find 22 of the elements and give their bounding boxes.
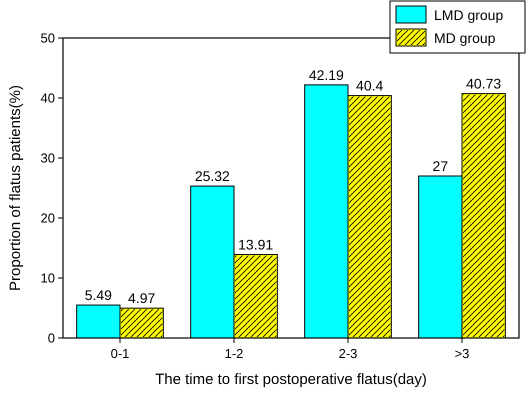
x-axis-title: The time to first postoperative flatus(day) <box>155 371 427 388</box>
data-label: 4.97 <box>128 290 156 306</box>
data-label: 27 <box>432 158 448 174</box>
y-tick-label: 10 <box>40 270 55 286</box>
legend-label: MD group <box>434 30 496 46</box>
data-label: 42.19 <box>308 66 344 83</box>
data-label: 25.32 <box>194 168 230 184</box>
data-label: 40.73 <box>466 76 502 92</box>
y-tick-label: 20 <box>40 210 55 226</box>
x-tick-label: 1-2 <box>224 346 244 361</box>
x-tick-label: 2-3 <box>338 346 358 361</box>
y-tick-label: 30 <box>40 150 55 166</box>
data-label: 40.4 <box>356 78 384 94</box>
data-label: 5.49 <box>84 287 112 304</box>
x-tick-label: >3 <box>454 346 470 361</box>
y-tick-label: 0 <box>48 330 55 346</box>
y-tick-label: 50 <box>40 30 55 46</box>
x-tick-label: 0-1 <box>110 346 130 361</box>
y-axis-title: Proportion of flatus patients(%) <box>7 85 24 291</box>
data-label: 13.91 <box>238 236 274 253</box>
legend-label: LMD group <box>434 7 504 23</box>
y-tick-label: 40 <box>40 90 55 106</box>
